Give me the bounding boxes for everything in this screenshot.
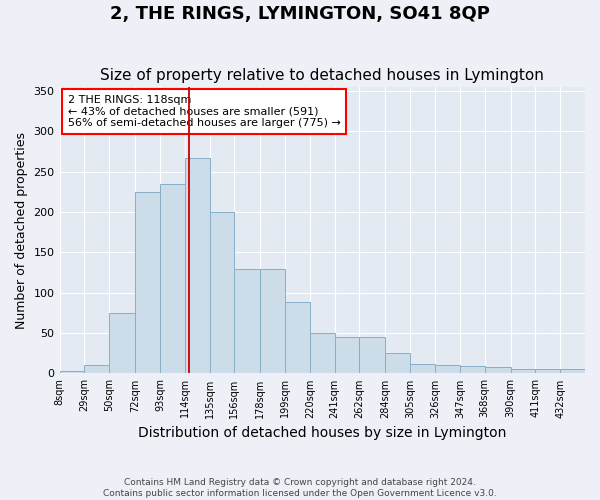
Bar xyxy=(335,337,359,374)
Title: Size of property relative to detached houses in Lymington: Size of property relative to detached ho… xyxy=(100,68,544,83)
Y-axis label: Number of detached properties: Number of detached properties xyxy=(15,132,28,328)
Bar xyxy=(260,268,285,374)
X-axis label: Distribution of detached houses by size in Lymington: Distribution of detached houses by size … xyxy=(138,426,506,440)
Bar xyxy=(109,313,135,374)
Bar xyxy=(85,366,109,374)
Bar xyxy=(359,337,385,374)
Bar xyxy=(535,370,560,374)
Bar xyxy=(435,364,460,374)
Text: 2, THE RINGS, LYMINGTON, SO41 8QP: 2, THE RINGS, LYMINGTON, SO41 8QP xyxy=(110,5,490,23)
Text: Contains HM Land Registry data © Crown copyright and database right 2024.
Contai: Contains HM Land Registry data © Crown c… xyxy=(103,478,497,498)
Bar xyxy=(385,354,410,374)
Bar xyxy=(285,302,310,374)
Bar xyxy=(59,371,85,374)
Bar xyxy=(560,368,585,374)
Bar xyxy=(460,366,485,374)
Bar xyxy=(185,158,209,374)
Bar xyxy=(160,184,185,374)
Bar xyxy=(410,364,435,374)
Bar xyxy=(209,212,235,374)
Text: 2 THE RINGS: 118sqm
← 43% of detached houses are smaller (591)
56% of semi-detac: 2 THE RINGS: 118sqm ← 43% of detached ho… xyxy=(68,95,341,128)
Bar xyxy=(235,268,260,374)
Bar xyxy=(135,192,160,374)
Bar xyxy=(485,367,511,374)
Bar xyxy=(511,370,535,374)
Bar xyxy=(310,333,335,374)
